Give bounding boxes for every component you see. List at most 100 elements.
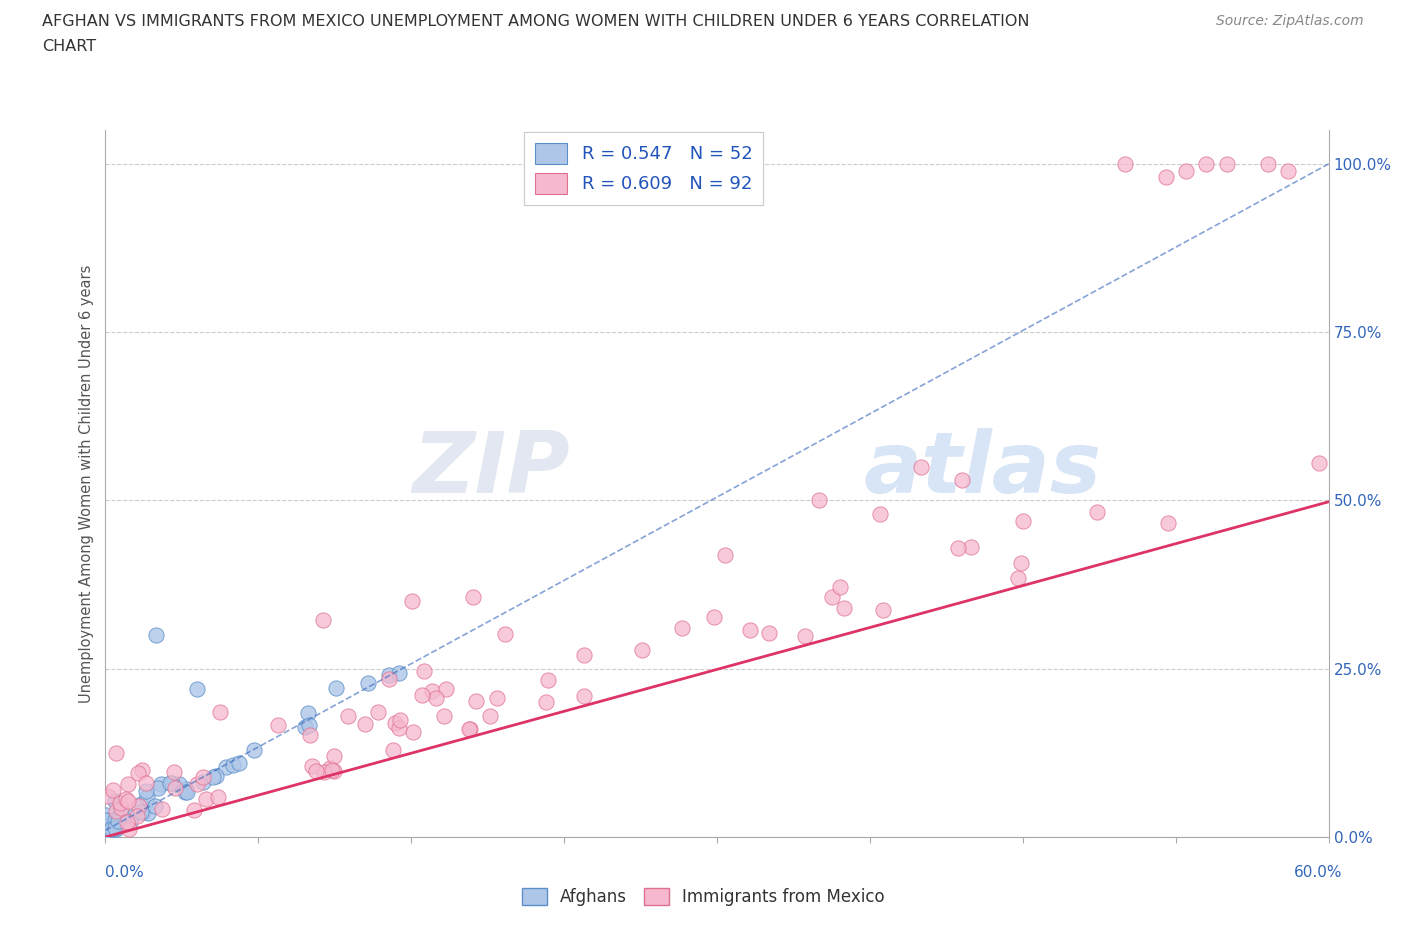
Point (367, 704, 389, 719)
Point (135, 790, 157, 804)
Point (110, 801, 132, 816)
Point (323, 764, 346, 778)
Point (128, 799, 150, 814)
Point (98, 827, 121, 842)
Point (354, 717, 377, 732)
Point (96, 823, 118, 838)
Point (389, 713, 412, 728)
Text: Source: ZipAtlas.com: Source: ZipAtlas.com (1216, 14, 1364, 28)
Point (1216, 156, 1239, 171)
Point (150, 802, 173, 817)
Point (1012, 513, 1035, 528)
Point (150, 777, 173, 791)
Point (228, 755, 250, 770)
Point (101, 821, 124, 836)
Point (115, 814, 138, 829)
Point (378, 668, 401, 683)
Point (110, 807, 132, 822)
Point (1308, 456, 1330, 471)
Point (425, 690, 447, 705)
Point (325, 681, 347, 696)
Point (574, 648, 596, 663)
Point (94, 813, 117, 828)
Text: 0.0%: 0.0% (105, 865, 145, 880)
Point (458, 722, 481, 737)
Point (1277, 163, 1299, 178)
Point (758, 626, 780, 641)
Point (132, 804, 155, 819)
Point (312, 613, 335, 628)
Point (94, 808, 117, 823)
Point (145, 628, 167, 643)
Point (794, 629, 817, 644)
Point (205, 769, 228, 784)
Text: ZIP: ZIP (412, 428, 571, 511)
Point (714, 547, 737, 562)
Text: 60.0%: 60.0% (1295, 865, 1343, 880)
Point (1085, 505, 1108, 520)
Point (534, 694, 557, 709)
Point (703, 610, 725, 625)
Point (872, 603, 894, 618)
Text: CHART: CHART (42, 39, 96, 54)
Point (117, 793, 139, 808)
Point (1195, 156, 1218, 171)
Point (165, 780, 187, 795)
Point (174, 782, 197, 797)
Point (104, 745, 127, 760)
Point (104, 820, 127, 835)
Point (105, 804, 128, 818)
Point (401, 593, 423, 608)
Y-axis label: Unemployment Among Women with Children Under 6 years: Unemployment Among Women with Children U… (79, 264, 94, 703)
Point (384, 716, 406, 731)
Text: AFGHAN VS IMMIGRANTS FROM MEXICO UNEMPLOYMENT AMONG WOMEN WITH CHILDREN UNDER 6 : AFGHAN VS IMMIGRANTS FROM MEXICO UNEMPLO… (42, 14, 1029, 29)
Point (101, 782, 124, 797)
Point (402, 724, 425, 739)
Point (433, 709, 456, 724)
Point (671, 621, 693, 636)
Point (323, 748, 346, 763)
Point (125, 809, 148, 824)
Point (420, 684, 443, 698)
Point (108, 816, 131, 830)
Point (114, 791, 136, 806)
Point (828, 579, 851, 594)
Point (97, 825, 120, 840)
Point (138, 805, 160, 820)
Point (267, 717, 290, 732)
Point (948, 540, 970, 555)
Point (127, 765, 149, 780)
Point (321, 763, 343, 777)
Point (387, 665, 409, 680)
Point (146, 781, 169, 796)
Point (193, 775, 215, 790)
Point (97, 789, 120, 804)
Point (100, 821, 122, 836)
Point (1010, 555, 1032, 570)
Point (388, 721, 411, 736)
Legend: Afghans, Immigrants from Mexico: Afghans, Immigrants from Mexico (515, 881, 891, 912)
Point (117, 777, 139, 791)
Point (104, 821, 127, 836)
Point (1114, 156, 1136, 171)
Point (834, 600, 856, 615)
Point (162, 764, 184, 779)
Text: atlas: atlas (863, 428, 1102, 511)
Point (96, 814, 118, 829)
Point (740, 623, 762, 638)
Point (910, 459, 932, 474)
Point (959, 539, 981, 554)
Point (298, 718, 321, 733)
Point (98, 813, 121, 828)
Point (214, 760, 236, 775)
Point (294, 720, 316, 735)
Point (107, 814, 129, 829)
Point (312, 764, 335, 779)
Point (357, 675, 380, 690)
Point (479, 709, 502, 724)
Point (950, 472, 973, 487)
Point (464, 694, 486, 709)
Point (299, 728, 322, 743)
Point (1007, 571, 1029, 586)
Point (434, 682, 457, 697)
